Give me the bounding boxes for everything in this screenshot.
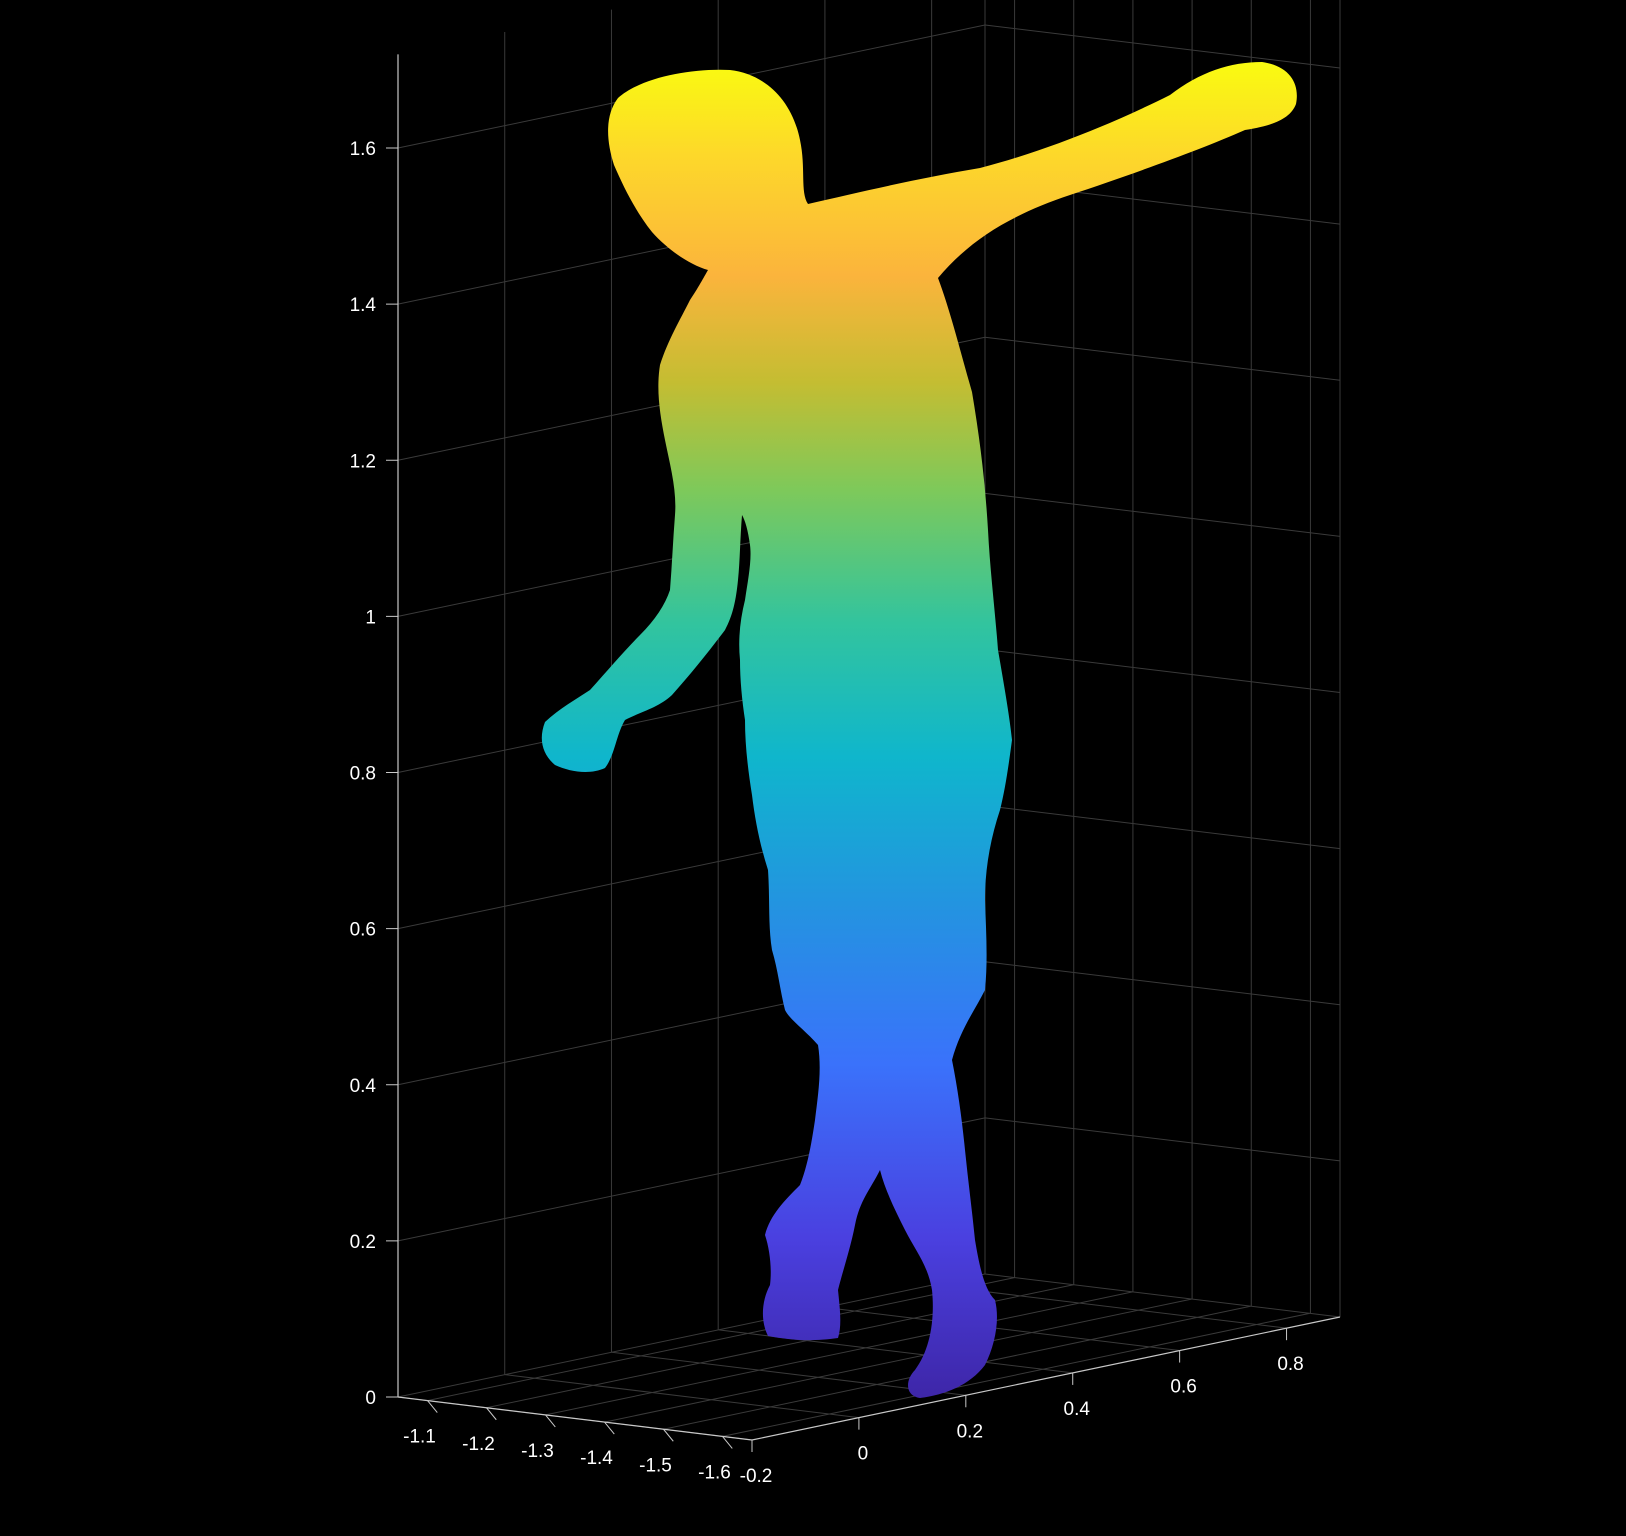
x-tick-mark [663,1428,674,1442]
grid-line-z [984,805,1341,850]
z-tick-label: 1.6 [350,139,376,160]
tick-labels: 0 0.2 0.4 0.6 0.8 1 1.2 1.4 1.6 -1.1 -1.2 -1.3 -1.4 -… [350,139,1304,1487]
x-tick-mark [545,1414,556,1428]
grid-line-z [397,1273,986,1398]
grid-line-y [825,1307,1180,1352]
y-tick-label: -0.2 [740,1466,773,1487]
x-axis-line [397,1396,753,1441]
grid-line-z [984,24,1341,69]
x-tick-mark [486,1407,497,1421]
z-tick-label: 1 [365,607,376,628]
grid-line-z [984,336,1341,381]
x-tick-mark [722,1436,733,1449]
grid-line-z [984,1273,1341,1318]
grid-line-z [984,961,1341,1006]
grid-line-z [984,492,1341,537]
x-tick-mark [427,1400,438,1413]
grid-line-x [545,1291,1133,1416]
grid-line-z [984,649,1341,693]
x-tick-label: -1.1 [403,1427,436,1448]
x-tick-label: -1.3 [521,1441,554,1462]
z-tick-label: 0.2 [350,1232,376,1253]
y-tick-label: 0.4 [1064,1399,1091,1420]
point-cloud-body [541,62,1297,1398]
grid-line-z [984,1117,1341,1162]
point-cloud [541,62,1297,1398]
grid-line-y [932,1284,1287,1329]
z-tick-label: 1.2 [350,451,376,472]
x-tick-label: -1.5 [639,1455,672,1476]
grid-line-y [611,1351,966,1396]
y-tick-label: 0.2 [957,1421,983,1442]
x-tick-label: -1.2 [462,1434,495,1455]
grid-line-x [427,1277,1015,1402]
x-tick-label: -1.6 [698,1462,731,1483]
grid-line-y [504,1374,859,1419]
axes [386,54,1341,1452]
z-tick-label: 0.6 [350,920,376,941]
z-tick-label: 0.4 [350,1076,377,1097]
y-axis-line [751,1316,1341,1441]
y-tick-label: 0.6 [1170,1377,1196,1398]
grid-line-x [604,1298,1192,1423]
z-tick-label: 1.4 [350,295,377,316]
grid-line-x [722,1312,1310,1437]
y-tick-label: 0.8 [1277,1354,1303,1375]
x-tick-label: -1.4 [580,1448,613,1469]
z-tick-label: 0.8 [350,764,376,785]
x-tick-mark [604,1421,615,1435]
y-tick-label: 0 [858,1444,869,1465]
z-tick-label: 0 [365,1388,376,1409]
